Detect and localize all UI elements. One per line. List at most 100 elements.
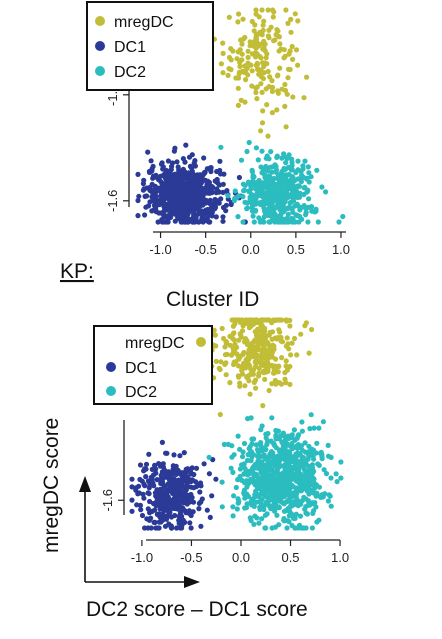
scatter-point-dc1 bbox=[129, 508, 135, 514]
scatter-point-dc1 bbox=[214, 168, 220, 175]
scatter-point-mregdc bbox=[260, 41, 266, 47]
scatter-point-dc2 bbox=[266, 212, 272, 219]
scatter-point-dc2 bbox=[253, 207, 259, 213]
scatter-point-mregdc bbox=[222, 361, 228, 367]
scatter-point-dc1 bbox=[206, 471, 212, 477]
scatter-point-dc2 bbox=[304, 511, 310, 517]
scatter-point-dc2 bbox=[276, 191, 282, 197]
scatter-point-mregdc bbox=[248, 367, 254, 373]
scatter-point-dc2 bbox=[313, 208, 319, 214]
scatter-point-dc1 bbox=[184, 476, 190, 482]
scatter-point-mregdc bbox=[247, 391, 253, 397]
scatter-point-mregdc bbox=[277, 65, 283, 71]
scatter-point-dc2 bbox=[305, 164, 311, 170]
scatter-point-dc1 bbox=[137, 462, 144, 468]
scatter-point-mregdc bbox=[212, 332, 218, 338]
scatter-point-dc1 bbox=[176, 214, 182, 220]
scatter-point-mregdc bbox=[274, 336, 280, 342]
scatter-point-dc2 bbox=[302, 474, 308, 481]
p1-legend-marker-dc1 bbox=[95, 41, 105, 51]
scatter-point-dc2 bbox=[319, 456, 325, 462]
scatter-point-mregdc bbox=[230, 345, 236, 352]
scatter-point-mregdc bbox=[278, 381, 284, 387]
scatter-point-dc1 bbox=[174, 199, 180, 205]
scatter-point-dc2 bbox=[289, 432, 295, 438]
scatter-point-mregdc bbox=[258, 55, 264, 61]
scatter-point-dc1 bbox=[147, 498, 153, 505]
scatter-point-mregdc bbox=[284, 335, 290, 341]
scatter-point-dc1 bbox=[212, 204, 219, 211]
scatter-point-mregdc bbox=[277, 41, 283, 47]
scatter-point-dc2 bbox=[303, 212, 309, 218]
scatter-point-dc2 bbox=[275, 428, 282, 434]
scatter-point-dc1 bbox=[200, 217, 206, 223]
scatter-point-dc2 bbox=[313, 493, 319, 499]
scatter-point-mregdc bbox=[282, 53, 288, 60]
scatter-point-dc2 bbox=[251, 219, 257, 225]
p1-legend: mregDC DC1 DC2 bbox=[86, 1, 214, 91]
scatter-point-mregdc bbox=[237, 59, 243, 66]
scatter-point-dc1 bbox=[164, 172, 170, 178]
scatter-point-dc1 bbox=[152, 507, 158, 513]
scatter-point-dc2 bbox=[262, 184, 269, 190]
scatter-point-dc2 bbox=[320, 419, 326, 425]
scatter-point-dc1 bbox=[162, 469, 168, 475]
scatter-point-dc1 bbox=[151, 202, 157, 208]
scatter-point-dc2 bbox=[272, 461, 278, 467]
scatter-point-dc2 bbox=[314, 440, 320, 446]
scatter-point-mregdc bbox=[261, 18, 267, 24]
scatter-point-dc1 bbox=[168, 193, 174, 199]
scatter-point-dc2 bbox=[267, 483, 273, 489]
scatter-point-mregdc bbox=[256, 365, 262, 371]
scatter-point-dc2 bbox=[257, 504, 263, 510]
scatter-point-mregdc bbox=[286, 51, 292, 57]
scatter-point-mregdc bbox=[235, 85, 241, 91]
scatter-point-dc1 bbox=[183, 191, 189, 197]
scatter-point-dc1 bbox=[156, 488, 162, 494]
scatter-point-dc2 bbox=[218, 144, 224, 150]
scatter-point-dc1 bbox=[198, 523, 204, 529]
scatter-point-dc2 bbox=[296, 486, 302, 492]
scatter-point-dc2 bbox=[225, 193, 231, 199]
scatter-point-dc1 bbox=[141, 481, 147, 487]
scatter-point-dc2 bbox=[313, 450, 319, 456]
scatter-point-dc2 bbox=[295, 433, 301, 439]
scatter-point-dc1 bbox=[141, 468, 147, 474]
scatter-point-dc2 bbox=[251, 199, 257, 205]
scatter-point-dc2 bbox=[251, 472, 257, 478]
scatter-point-dc2 bbox=[262, 172, 268, 178]
scatter-point-dc2 bbox=[270, 214, 276, 220]
scatter-point-dc2 bbox=[299, 419, 305, 425]
scatter-point-dc1 bbox=[168, 514, 175, 520]
scatter-point-mregdc bbox=[260, 332, 266, 339]
scatter-point-dc2 bbox=[313, 482, 320, 488]
scatter-point-mregdc bbox=[239, 328, 246, 334]
scatter-point-mregdc bbox=[260, 60, 266, 66]
p2-legend-marker-dc2 bbox=[106, 386, 116, 396]
p2-legend-label-dc1: DC1 bbox=[125, 360, 157, 377]
scatter-point-dc2 bbox=[251, 521, 257, 528]
scatter-point-dc2 bbox=[295, 158, 301, 164]
scatter-point-dc1 bbox=[149, 188, 155, 195]
scatter-point-dc2 bbox=[298, 478, 304, 484]
scatter-point-mregdc bbox=[251, 379, 257, 385]
scatter-point-dc2 bbox=[255, 449, 262, 455]
scatter-point-dc1 bbox=[161, 483, 167, 489]
scatter-point-dc1 bbox=[178, 219, 184, 225]
scatter-point-dc2 bbox=[265, 473, 271, 479]
scatter-point-dc2 bbox=[338, 475, 344, 481]
scatter-point-dc1 bbox=[147, 199, 153, 205]
scatter-point-dc2 bbox=[307, 468, 313, 474]
scatter-point-dc1 bbox=[176, 167, 182, 173]
scatter-point-dc2 bbox=[267, 493, 273, 499]
scatter-point-dc2 bbox=[245, 416, 251, 422]
scatter-point-dc2 bbox=[241, 440, 248, 447]
scatter-point-mregdc bbox=[290, 56, 296, 63]
scatter-point-dc1 bbox=[223, 208, 229, 214]
scatter-point-dc2 bbox=[281, 486, 287, 492]
scatter-point-dc2 bbox=[258, 453, 264, 460]
scatter-point-mregdc bbox=[260, 108, 266, 114]
scatter-point-mregdc bbox=[240, 36, 246, 42]
scatter-point-dc1 bbox=[187, 217, 193, 223]
p1-legend-label-mregdc: mregDC bbox=[114, 14, 174, 31]
